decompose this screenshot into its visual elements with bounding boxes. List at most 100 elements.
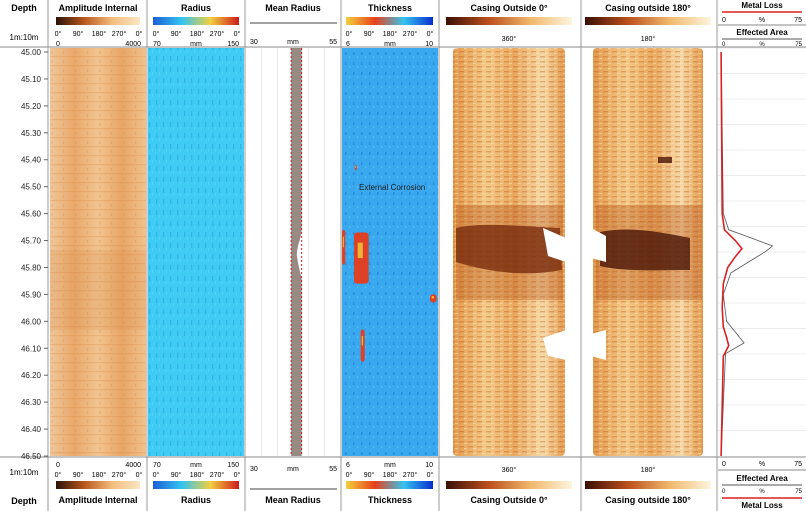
thickness-header-angle-270: 270° [403, 30, 418, 38]
thickness-anomaly-core-3 [361, 335, 364, 346]
metal-loss-header-max: 75 [794, 17, 802, 24]
thickness-footer-max: 10 [425, 462, 433, 469]
amplitude-footer-angle-360: 0° [136, 471, 143, 479]
radius-footer-title: Radius [181, 495, 211, 505]
amplitude-image-streaks [50, 48, 146, 456]
metal-loss-track [718, 47, 806, 457]
thickness-header-title: Thickness [368, 3, 412, 13]
radius-footer-angle-270: 270° [210, 471, 225, 479]
amplitude-header-angles: 0° 90° 180° 270° 0° [55, 30, 143, 38]
casing0-header-orientation: 360° [502, 35, 517, 43]
casing180-footer-colorbar [585, 481, 711, 489]
metal-loss-header-min: 0 [722, 17, 726, 24]
radius-header-angle-0: 0° [153, 30, 160, 38]
depth-tick-label: 45.20 [21, 102, 42, 111]
thickness-header-unit: mm [384, 41, 396, 48]
effected-area-footer-min: 0 [722, 489, 726, 495]
thickness-footer-angle-0: 0° [346, 471, 353, 479]
effected-area-footer-max: 75 [795, 489, 802, 495]
depth-tick-label: 46.00 [21, 317, 42, 326]
radius-footer-angle-360: 0° [234, 471, 241, 479]
thickness-footer-angles: 0° 90° 180° 270° 0° [346, 471, 434, 479]
depth-axis: 45.00 45.10 45.20 45.30 45.40 45.50 45.60 45.70… [21, 48, 48, 461]
depth-tick-label: 45.70 [21, 237, 42, 246]
casing180-header-orientation: 180° [641, 35, 656, 43]
radius-footer-angle-180: 180° [190, 471, 205, 479]
mean-radius-footer-title: Mean Radius [265, 495, 321, 505]
mean-radius-header-unit: mm [287, 39, 299, 46]
casing180-corrosion-zone [600, 229, 690, 271]
effected-area-curve [720, 51, 774, 457]
amplitude-header-colorbar [56, 17, 140, 25]
radius-header-unit: mm [190, 41, 202, 48]
header: Depth 1m:10m Amplitude Internal 0° 90° 1… [10, 1, 806, 48]
thickness-anomaly-core-4 [355, 166, 357, 168]
depth-header-title: Depth [11, 3, 37, 13]
external-corrosion-label: External Corrosion [359, 183, 425, 192]
casing0-header-title: Casing Outside 0° [470, 3, 548, 13]
casing0-image [453, 48, 566, 456]
metal-loss-footer-min: 0 [722, 461, 726, 468]
amplitude-footer-angle-180: 180° [92, 471, 107, 479]
thickness-footer-angle-270: 270° [403, 471, 418, 479]
radius-header-angle-180: 180° [190, 30, 205, 38]
amplitude-image [50, 48, 146, 456]
radius-footer-min: 70 [153, 462, 161, 469]
casing0-notch-bottom [543, 330, 566, 360]
thickness-footer-angle-90: 90° [364, 471, 375, 479]
radius-image-speckle [148, 48, 244, 456]
thickness-header-angle-0: 0° [346, 30, 353, 38]
thickness-header-angle-180: 180° [383, 30, 398, 38]
amplitude-header-angle-90: 90° [73, 30, 84, 38]
depth-tick-label: 45.40 [21, 156, 42, 165]
amplitude-header-angle-0: 0° [55, 30, 62, 38]
mean-radius-header-max: 55 [329, 39, 337, 46]
casing180-footer-title: Casing outside 180° [605, 495, 691, 505]
casing0-corrosion-zone [456, 224, 562, 274]
amplitude-footer-angles: 0° 90° 180° 270° 0° [55, 471, 143, 479]
mean-radius-footer-min: 30 [250, 466, 258, 473]
amplitude-footer-title: Amplitude Internal [58, 495, 137, 505]
casing180-header-title: Casing outside 180° [605, 3, 691, 13]
effected-area-footer-unit: % [759, 489, 765, 495]
thickness-footer-angle-180: 180° [383, 471, 398, 479]
casing0-corrosion-halo [456, 205, 563, 300]
thickness-footer-unit: mm [384, 462, 396, 469]
radius-footer-angle-0: 0° [153, 471, 160, 479]
casing0-footer-orientation: 360° [502, 466, 517, 474]
depth-tick-label: 45.60 [21, 210, 42, 219]
thickness-anomalies [342, 165, 437, 362]
radius-header-angles: 0° 90° 180° 270° 0° [153, 30, 241, 38]
amplitude-header-title: Amplitude Internal [58, 3, 137, 13]
depth-tick-label: 46.30 [21, 398, 42, 407]
radius-header-angle-90: 90° [171, 30, 182, 38]
casing180-header-colorbar [585, 17, 711, 25]
thickness-footer-colorbar [346, 481, 433, 489]
depth-tick-label: 46.50 [21, 452, 42, 461]
thickness-image: External Corrosion [342, 48, 438, 456]
thickness-footer-angle-360: 0° [427, 471, 434, 479]
thickness-header-min: 6 [346, 41, 350, 48]
effected-area-header-title: Effected Area [736, 28, 788, 37]
radius-header-angle-360: 0° [234, 30, 241, 38]
amplitude-footer-colorbar [56, 481, 140, 489]
casing180-notch-bottom [591, 330, 606, 360]
depth-footer-title: Depth [11, 496, 37, 506]
radius-footer-colorbar [153, 481, 239, 489]
amplitude-header-angle-360: 0° [136, 30, 143, 38]
metal-loss-footer-title: Metal Loss [741, 501, 783, 510]
depth-header-scale: 1m:10m [10, 33, 39, 42]
metal-loss-curve [720, 51, 743, 457]
mean-radius-header-title: Mean Radius [265, 3, 321, 13]
thickness-header-colorbar [346, 17, 433, 25]
casing180-dark-spot [658, 157, 672, 163]
thickness-header-angle-90: 90° [364, 30, 375, 38]
thickness-anomaly-core-1 [357, 242, 363, 259]
amplitude-header-max: 4000 [125, 41, 141, 48]
depth-tick-label: 45.90 [21, 290, 42, 299]
depth-tick-label: 45.10 [21, 75, 42, 84]
radius-header-colorbar [153, 17, 239, 25]
radius-footer-unit: mm [190, 462, 202, 469]
radius-header-title: Radius [181, 3, 211, 13]
metal-loss-footer-unit: % [759, 461, 765, 468]
